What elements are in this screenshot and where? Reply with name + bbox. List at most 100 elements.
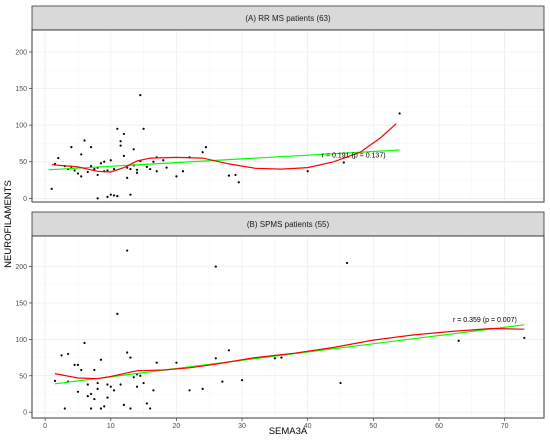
x-tick-label: 60 <box>435 423 443 430</box>
data-point <box>139 94 142 97</box>
data-point <box>106 195 109 198</box>
data-point <box>240 379 244 382</box>
panel-border <box>31 235 545 419</box>
data-point <box>103 405 106 408</box>
data-point <box>73 169 76 172</box>
data-point <box>103 160 106 163</box>
data-point <box>273 357 276 360</box>
data-point <box>116 127 119 130</box>
y-tick-label: 200 <box>15 49 27 56</box>
data-point <box>106 383 109 386</box>
x-tick-label: 10 <box>107 423 115 430</box>
correlation-annotation: r = 0.359 (p = 0.007) <box>453 317 517 324</box>
data-point <box>126 351 129 354</box>
data-point <box>214 357 217 360</box>
data-point <box>119 140 122 143</box>
data-point <box>342 161 345 164</box>
data-point <box>132 376 135 379</box>
data-point <box>106 396 109 399</box>
data-point <box>116 195 119 198</box>
y-tick-label: 0 <box>23 410 27 417</box>
facet-strip <box>31 5 545 31</box>
data-point <box>70 146 73 149</box>
data-point <box>106 169 109 172</box>
y-axis-title: NEUROFILAMENTS <box>3 180 14 268</box>
data-point <box>204 146 208 149</box>
data-point <box>67 352 70 356</box>
data-point <box>109 385 112 388</box>
smooth-fit-curve <box>54 327 525 380</box>
data-point <box>93 167 96 171</box>
data-point <box>80 175 83 178</box>
data-point <box>132 148 135 151</box>
x-axis-title: SEMA3A <box>269 426 308 437</box>
data-point <box>93 368 96 372</box>
data-point <box>122 403 125 406</box>
data-point <box>135 385 139 388</box>
data-point <box>175 361 178 364</box>
x-tick-label: 30 <box>238 423 246 430</box>
data-point <box>227 174 231 177</box>
data-point <box>152 389 155 392</box>
data-point <box>119 144 122 147</box>
data-point <box>227 349 231 352</box>
data-point <box>126 176 129 179</box>
x-tick-label: 0 <box>43 423 47 430</box>
data-point <box>96 381 99 385</box>
data-point <box>53 379 57 382</box>
data-point <box>149 407 152 410</box>
data-point <box>109 159 112 162</box>
data-point <box>96 387 99 390</box>
data-point <box>162 159 165 162</box>
data-point <box>126 166 129 169</box>
data-point <box>201 387 204 390</box>
data-point <box>86 170 89 174</box>
data-point <box>60 354 63 357</box>
data-point <box>99 358 103 361</box>
y-tick-label: 50 <box>19 373 27 380</box>
data-point <box>99 407 103 410</box>
y-tick-label: 100 <box>15 337 27 344</box>
data-point <box>145 165 148 168</box>
data-point <box>76 390 80 393</box>
data-point <box>398 112 401 115</box>
data-point <box>122 154 125 157</box>
data-point <box>149 167 152 171</box>
data-point <box>155 170 158 173</box>
panel-border <box>31 29 545 203</box>
data-point <box>76 363 80 366</box>
panel-background <box>31 29 545 203</box>
data-point <box>142 127 145 130</box>
linear-fit-line <box>48 149 400 171</box>
data-point <box>122 132 125 136</box>
data-point <box>139 374 142 377</box>
data-point <box>339 381 342 385</box>
data-point <box>83 139 86 142</box>
data-point <box>152 160 155 163</box>
facet-strip-title: (A) RR MS patients (63) <box>245 14 331 23</box>
data-point <box>119 383 122 386</box>
data-point <box>155 361 158 364</box>
data-point <box>99 162 103 165</box>
data-point <box>112 389 116 392</box>
data-point <box>116 312 119 315</box>
data-point <box>96 197 99 200</box>
y-tick-label: 150 <box>15 300 27 307</box>
data-point <box>89 165 93 168</box>
data-point <box>345 261 349 265</box>
data-point <box>112 167 116 171</box>
data-point <box>93 397 96 401</box>
x-tick-label: 40 <box>304 423 312 430</box>
data-point <box>96 173 99 177</box>
y-tick-label: 0 <box>23 196 27 203</box>
data-point <box>76 172 80 175</box>
smooth-fit-curve <box>51 123 397 173</box>
data-point <box>181 170 185 173</box>
x-tick-label: 50 <box>369 423 377 430</box>
y-tick-label: 100 <box>15 123 27 130</box>
data-point <box>129 407 132 410</box>
panel-1: (A) RR MS patients (63) 0 50 100 150 200 r = 0… <box>15 5 545 203</box>
